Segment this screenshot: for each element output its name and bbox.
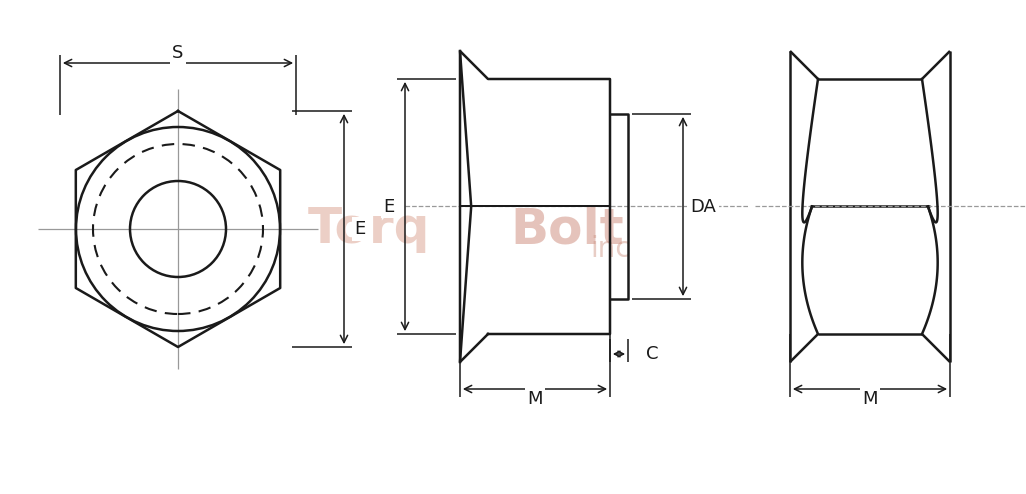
Text: M: M <box>862 390 878 408</box>
Text: E: E <box>354 220 365 238</box>
Text: Bolt: Bolt <box>510 205 624 253</box>
Text: C: C <box>646 345 659 363</box>
Text: M: M <box>527 390 543 408</box>
Text: S: S <box>172 44 184 62</box>
Text: DA: DA <box>690 198 716 215</box>
Text: Torq: Torq <box>308 205 430 253</box>
Text: E: E <box>384 198 395 215</box>
Text: inc: inc <box>590 235 631 263</box>
